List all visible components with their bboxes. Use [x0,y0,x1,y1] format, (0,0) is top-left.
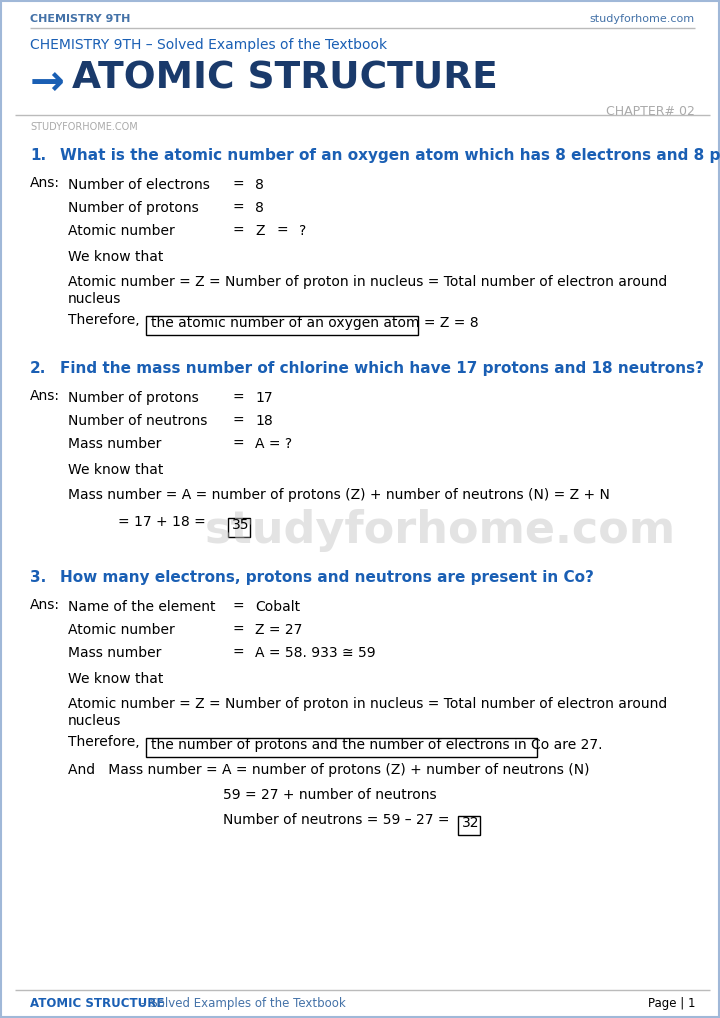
Text: =: = [233,201,245,215]
Text: What is the atomic number of an oxygen atom which has 8 electrons and 8 protons?: What is the atomic number of an oxygen a… [60,148,720,163]
Text: Ans:: Ans: [30,176,60,190]
Text: Atomic number: Atomic number [68,224,175,238]
Text: =: = [277,224,289,238]
Text: Number of protons: Number of protons [68,391,199,405]
Text: Mass number: Mass number [68,646,161,660]
Text: =: = [233,391,245,405]
Text: =: = [233,414,245,428]
Text: And   Mass number = A = number of protons (Z) + number of neutrons (N): And Mass number = A = number of protons … [68,764,590,777]
Text: 2.: 2. [30,361,46,376]
Text: Number of electrons: Number of electrons [68,178,210,192]
Text: nucleus: nucleus [68,292,122,306]
Text: 8: 8 [255,178,264,192]
Text: =: = [233,224,245,238]
Text: =: = [233,623,245,637]
Text: Z: Z [255,224,264,238]
Text: 17: 17 [255,391,273,405]
Text: Ans:: Ans: [30,389,60,403]
Text: Name of the element: Name of the element [68,600,215,614]
Text: studyforhome.com: studyforhome.com [590,14,695,24]
Text: 8: 8 [255,201,264,215]
Text: Number of protons: Number of protons [68,201,199,215]
Text: the atomic number of an oxygen atom = Z = 8: the atomic number of an oxygen atom = Z … [151,316,479,330]
Text: 1.: 1. [30,148,46,163]
Text: Page | 1: Page | 1 [647,997,695,1010]
Text: CHEMISTRY 9TH: CHEMISTRY 9TH [30,14,130,24]
Text: Atomic number = Z = Number of proton in nucleus = Total number of electron aroun: Atomic number = Z = Number of proton in … [68,275,667,289]
Text: We know that: We know that [68,250,163,264]
Text: 35: 35 [232,518,250,532]
Text: the number of protons and the number of electrons in Co are 27.: the number of protons and the number of … [151,738,603,752]
Text: 59 = 27 + number of neutrons: 59 = 27 + number of neutrons [223,788,436,802]
Text: Cobalt: Cobalt [255,600,300,614]
Text: Mass number: Mass number [68,437,161,451]
Text: Number of neutrons: Number of neutrons [68,414,207,428]
Text: =: = [233,437,245,451]
Text: How many electrons, protons and neutrons are present in Co?: How many electrons, protons and neutrons… [60,570,594,585]
Text: 3.: 3. [30,570,46,585]
Text: nucleus: nucleus [68,714,122,728]
Text: =: = [233,600,245,614]
Text: Therefore,: Therefore, [68,313,140,327]
Text: ATOMIC STRUCTURE: ATOMIC STRUCTURE [30,997,164,1010]
Text: Ans:: Ans: [30,598,60,612]
Text: =: = [233,646,245,660]
Text: Atomic number = Z = Number of proton in nucleus = Total number of electron aroun: Atomic number = Z = Number of proton in … [68,697,667,711]
Text: Z = 27: Z = 27 [255,623,302,637]
Text: ATOMIC STRUCTURE: ATOMIC STRUCTURE [72,60,498,96]
Text: We know that: We know that [68,463,163,477]
Bar [228,518,250,538]
Text: studyforhome.com: studyforhome.com [204,509,675,552]
Text: 32: 32 [462,816,480,830]
Text: =: = [233,178,245,192]
Text: Number of neutrons = 59 – 27 =: Number of neutrons = 59 – 27 = [223,813,449,827]
Text: ?: ? [299,224,306,238]
Text: 18: 18 [255,414,273,428]
Text: Find the mass number of chlorine which have 17 protons and 18 neutrons?: Find the mass number of chlorine which h… [60,361,704,376]
Text: Therefore,: Therefore, [68,735,140,749]
Text: STUDYFORHOME.COM: STUDYFORHOME.COM [30,122,138,132]
Text: Atomic number: Atomic number [68,623,175,637]
Bar [146,738,537,757]
Text: A = ?: A = ? [255,437,292,451]
Text: A = 58. 933 ≅ 59: A = 58. 933 ≅ 59 [255,646,376,660]
Text: →: → [30,62,65,104]
Text: CHAPTER# 02: CHAPTER# 02 [606,105,695,118]
Bar [146,316,418,335]
Bar [458,816,480,835]
Text: Mass number = A = number of protons (Z) + number of neutrons (N) = Z + N: Mass number = A = number of protons (Z) … [68,488,610,502]
Text: We know that: We know that [68,672,163,686]
Text: CHEMISTRY 9TH – Solved Examples of the Textbook: CHEMISTRY 9TH – Solved Examples of the T… [30,38,387,52]
Text: = 17 + 18 =: = 17 + 18 = [118,515,206,529]
Text: – Solved Examples of the Textbook: – Solved Examples of the Textbook [137,997,346,1010]
